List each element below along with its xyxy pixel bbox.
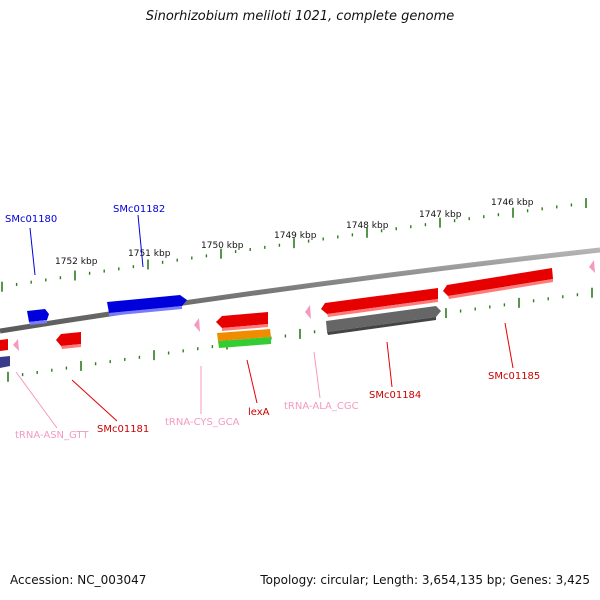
trna-edge-marker[interactable] [589,260,595,273]
gene-edge-red-arrow[interactable] [0,339,8,351]
gene-smc01180-arrow-shade [29,320,47,325]
label-trna-asn[interactable]: tRNA-ASN_GTT [15,430,89,441]
label-leader-lines [15,214,514,429]
scale-label-1749: 1749 kbp [274,231,317,241]
label-smc01180[interactable]: SMc01180 [5,214,57,225]
leader-lexa [246,359,258,404]
leader-smc01181 [71,379,118,422]
gene-smc01182-arrow[interactable] [107,295,187,313]
gene-smc01182-arrow-shade [109,306,182,316]
leader-smc01182 [137,214,144,268]
outer-scale-ticks [1,198,587,292]
label-trna-cys[interactable]: tRNA-CYS_GCA [165,417,240,428]
leader-smc01185 [504,322,514,369]
scale-label-1751: 1751 kbp [128,249,171,259]
gene-smc01180-arrow[interactable] [27,309,49,322]
trna-cys-marker[interactable] [194,318,200,332]
label-trna-ala[interactable]: tRNA-ALA_CGC [284,401,359,412]
scale-label-1752: 1752 kbp [55,257,98,267]
map-title: Sinorhizobium meliloti 1021, complete ge… [145,9,455,24]
gene-edge-purple-arrow[interactable] [0,356,10,368]
reverse-strand-features [0,305,441,368]
label-smc01185[interactable]: SMc01185 [488,371,540,382]
leader-smc01184 [386,341,393,388]
accession-text: Accession: NC_003047 [10,573,147,587]
inner-scale-ticks [7,287,593,382]
leader-smc01180 [29,227,36,276]
gene-lexa-arrow[interactable] [216,312,268,328]
feature-orange-bar[interactable] [217,329,271,341]
gene-smc01183-arrow[interactable] [321,288,438,314]
label-smc01184[interactable]: SMc01184 [369,390,421,401]
scale-label-1746: 1746 kbp [491,198,534,208]
gene-lexa-arrow-shade [222,324,268,331]
scale-label-1747: 1747 kbp [419,210,462,220]
gene-smc01184-arrow-shade [327,317,436,335]
gene-smc01183-arrow-shade [327,299,438,317]
gene-smc01185-arrow[interactable] [443,268,553,296]
scale-labels: 1752 kbp 1751 kbp 1750 kbp 1749 kbp 1748… [55,198,534,267]
scale-label-1748: 1748 kbp [346,221,389,231]
feature-green-bar[interactable] [218,337,271,348]
genome-backbone [0,247,600,334]
forward-strand-features [27,260,595,325]
label-smc01182[interactable]: SMc01182 [113,204,165,215]
gene-labels: SMc01180 SMc01182 tRNA-ASN_GTT SMc01181 … [5,204,540,441]
gene-smc01184-arrow[interactable] [326,306,441,332]
scale-label-1750: 1750 kbp [201,241,244,251]
label-lexa[interactable]: lexA [248,407,270,418]
label-smc01181[interactable]: SMc01181 [97,424,149,435]
genome-summary-text: Topology: circular; Length: 3,654,135 bp… [260,573,590,587]
gene-smc01185-arrow-shade [448,279,553,299]
gene-smc01181-arrow[interactable] [56,332,81,346]
leader-trna-ala [313,351,321,399]
leader-trna-asn [15,371,58,429]
trna-ala-marker[interactable] [305,305,311,319]
gene-smc01181-arrow-shade [61,344,81,349]
trna-asn-marker[interactable] [13,339,19,351]
